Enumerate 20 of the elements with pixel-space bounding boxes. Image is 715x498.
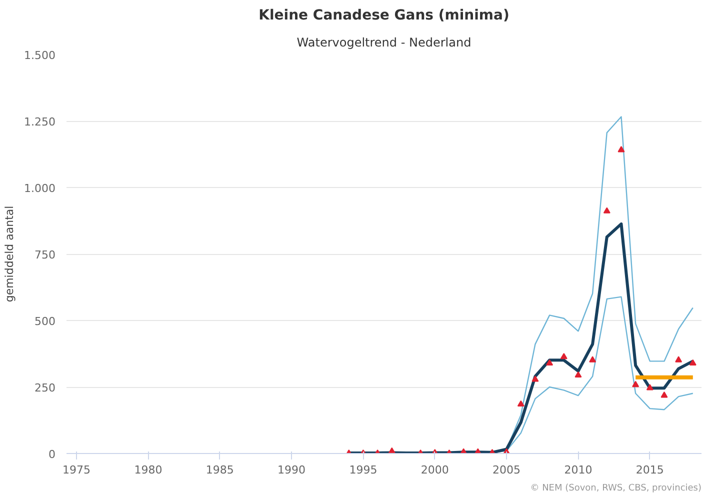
x-tick-label: 1980	[134, 464, 162, 476]
x-tick-label: 1985	[206, 464, 234, 476]
x-tick-label: 2015	[636, 464, 664, 476]
y-tick-label: 750	[34, 248, 56, 262]
y-tick-label: 500	[34, 315, 56, 328]
x-tick-label: 1990	[278, 464, 306, 476]
text: © NEM (Sovon, RWS, CBS, provincies)	[530, 484, 702, 494]
x-tick-label: 1995	[349, 464, 378, 476]
y-tick-label: 0	[48, 448, 56, 461]
y-tick-label: 250	[34, 382, 56, 394]
x-tick-label: 2000	[420, 464, 449, 476]
y-axis-title: gemiddeld aantal	[3, 206, 16, 302]
chart-title: Kleine Canadese Gans (minima)	[258, 8, 510, 24]
x-tick-label: 1975	[62, 464, 91, 476]
y-tick-label: 1.000	[24, 182, 56, 195]
x-tick-label: 2010	[564, 464, 592, 476]
y-tick-label: 1.500	[24, 49, 56, 62]
x-tick-label: 2005	[492, 464, 521, 476]
y-tick-label: 1.250	[24, 116, 56, 128]
chart-subtitle: Watervogeltrend - Nederland	[296, 36, 472, 50]
